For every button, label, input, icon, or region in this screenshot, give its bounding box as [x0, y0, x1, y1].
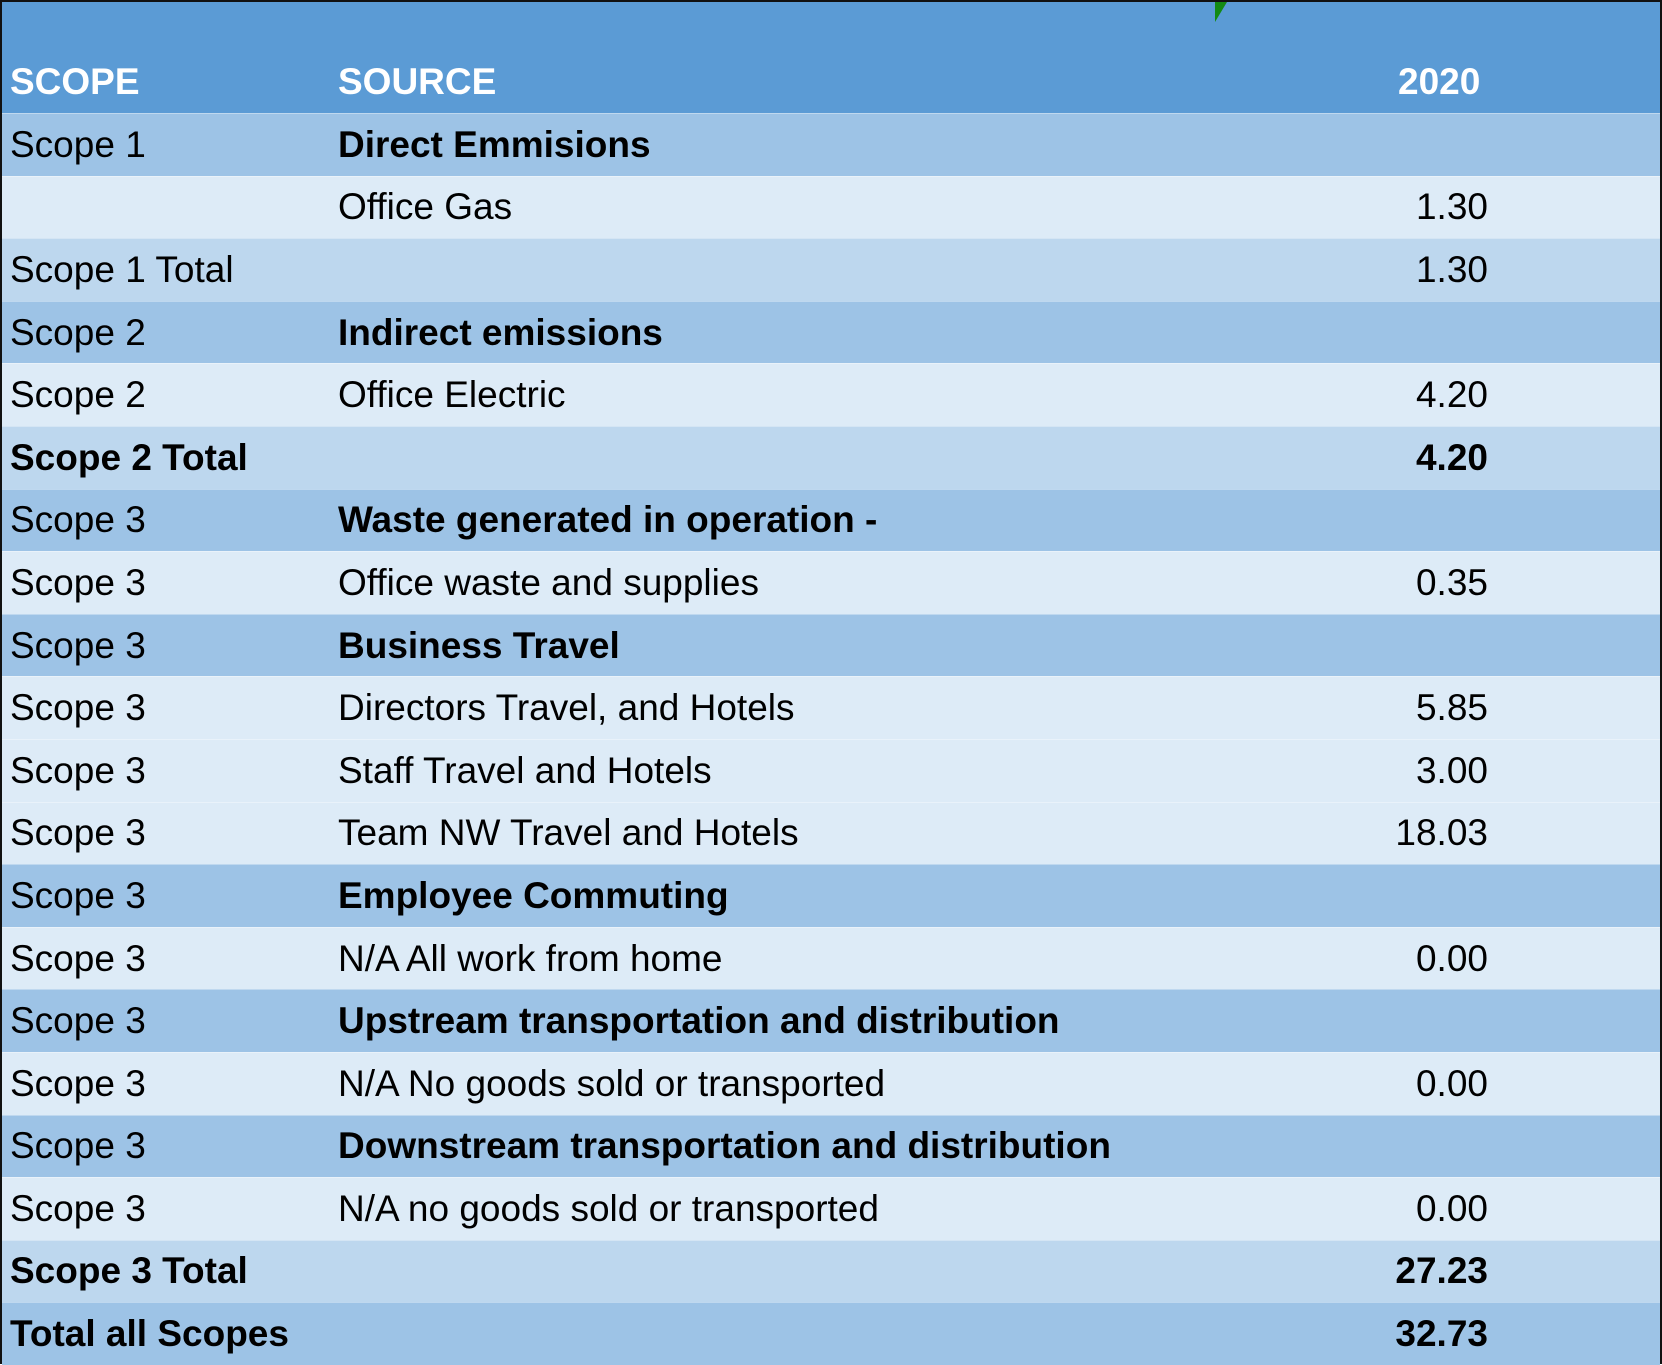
source-cell: N/A All work from home: [338, 937, 723, 979]
scope-cell: Scope 3: [10, 1000, 146, 1042]
scope-cell: Scope 2 Total: [10, 436, 248, 478]
value-cell: 4.20: [1415, 436, 1488, 478]
value-cell: 0.35: [1415, 561, 1488, 603]
total-row: Scope 1 Total 1.30: [2, 238, 1660, 301]
value-cell: 32.73: [1395, 1313, 1488, 1355]
source-cell: Indirect emissions: [338, 311, 663, 353]
source-cell: Business Travel: [338, 624, 620, 666]
scope-cell: Scope 2: [10, 374, 146, 416]
scope-cell: Scope 3: [10, 1125, 146, 1167]
section-row: Scope 3 Downstream transportation and dis…: [2, 1114, 1660, 1178]
table-row: Scope 3 Team NW Travel and Hotels 18.03: [2, 801, 1660, 865]
value-cell: 0.00: [1415, 1062, 1488, 1104]
value-cell: 18.03: [1395, 812, 1488, 854]
total-row: Scope 3 Total 27.23: [2, 1239, 1660, 1303]
header-source: SOURCE: [338, 61, 497, 102]
source-cell: Directors Travel, and Hotels: [338, 687, 795, 729]
total-row: Total all Scopes 32.73: [2, 1302, 1660, 1365]
table-row: Office Gas 1.30: [2, 175, 1660, 239]
section-row: Scope 1 Direct Emmisions: [2, 113, 1660, 176]
source-cell: Staff Travel and Hotels: [338, 749, 712, 791]
table-row: Scope 3 N/A no goods sold or transported 0…: [2, 1177, 1660, 1240]
value-cell: 27.23: [1395, 1250, 1488, 1292]
table-row: Scope 3 N/A No goods sold or transported 0…: [2, 1051, 1660, 1115]
section-row: Scope 3 Waste generated in operation -: [2, 488, 1660, 552]
table-header: SCOPE SOURCE 2020: [2, 2, 1660, 113]
source-cell: Team NW Travel and Hotels: [338, 812, 799, 854]
header-scope: SCOPE: [10, 61, 140, 102]
value-cell: 1.30: [1415, 248, 1488, 290]
table-body: Scope 1 Direct Emmisions Office Gas 1.30 Sco…: [2, 113, 1660, 1365]
source-cell: Employee Commuting: [338, 874, 729, 916]
total-row: Scope 2 Total 4.20: [2, 425, 1660, 489]
source-cell: Office Gas: [338, 186, 513, 228]
scope-cell: Scope 3: [10, 749, 146, 791]
scope-cell: Scope 3: [10, 812, 146, 854]
scope-cell: Scope 3: [10, 499, 146, 541]
scope-cell: Scope 3: [10, 687, 146, 729]
scope-cell: Scope 3: [10, 624, 146, 666]
source-cell: Direct Emmisions: [338, 123, 651, 165]
value-cell: 4.20: [1415, 374, 1488, 416]
scope-cell: Scope 3: [10, 561, 146, 603]
source-cell: N/A No goods sold or transported: [338, 1062, 886, 1104]
scope-cell: Scope 1: [10, 123, 146, 165]
scope-cell: Scope 3: [10, 1187, 146, 1229]
value-cell: 0.00: [1415, 1187, 1488, 1229]
scope-cell: Scope 3: [10, 937, 146, 979]
scope-cell: Scope 3: [10, 1062, 146, 1104]
source-cell: Office waste and supplies: [338, 561, 759, 603]
source-cell: Office Electric: [338, 374, 566, 416]
scope-cell: Scope 1 Total: [10, 248, 234, 290]
value-cell: 5.85: [1415, 687, 1488, 729]
source-cell: Downstream transportation and distributi…: [338, 1125, 1111, 1167]
value-cell: 1.30: [1415, 186, 1488, 228]
source-cell: Upstream transportation and distribution: [338, 1000, 1060, 1042]
scope-cell: Scope 3: [10, 874, 146, 916]
table-row: Scope 3 N/A All work from home 0.00: [2, 926, 1660, 990]
header-year: 2020: [1398, 61, 1481, 102]
value-cell: 0.00: [1415, 937, 1488, 979]
table-row: Scope 3 Office waste and supplies 0.35: [2, 551, 1660, 614]
value-cell: 3.00: [1415, 749, 1488, 791]
source-cell: N/A no goods sold or transported: [338, 1187, 879, 1229]
scope-cell: Scope 3 Total: [10, 1250, 248, 1292]
table-row: Scope 2 Office Electric 4.20: [2, 363, 1660, 426]
scope-cell: Scope 2: [10, 311, 146, 353]
table-row: Scope 3 Staff Travel and Hotels 3.00: [2, 738, 1660, 802]
comment-marker-icon: [1215, 2, 1227, 22]
scope-cell: Total all Scopes: [10, 1313, 289, 1355]
table-row: Scope 3 Directors Travel, and Hotels 5.85: [2, 676, 1660, 739]
section-row: Scope 3 Employee Commuting: [2, 864, 1660, 927]
section-row: Scope 2 Indirect emissions: [2, 300, 1660, 364]
section-row: Scope 3 Business Travel: [2, 613, 1660, 677]
section-row: Scope 3 Upstream transportation and distr…: [2, 989, 1660, 1052]
source-cell: Waste generated in operation -: [338, 499, 878, 541]
